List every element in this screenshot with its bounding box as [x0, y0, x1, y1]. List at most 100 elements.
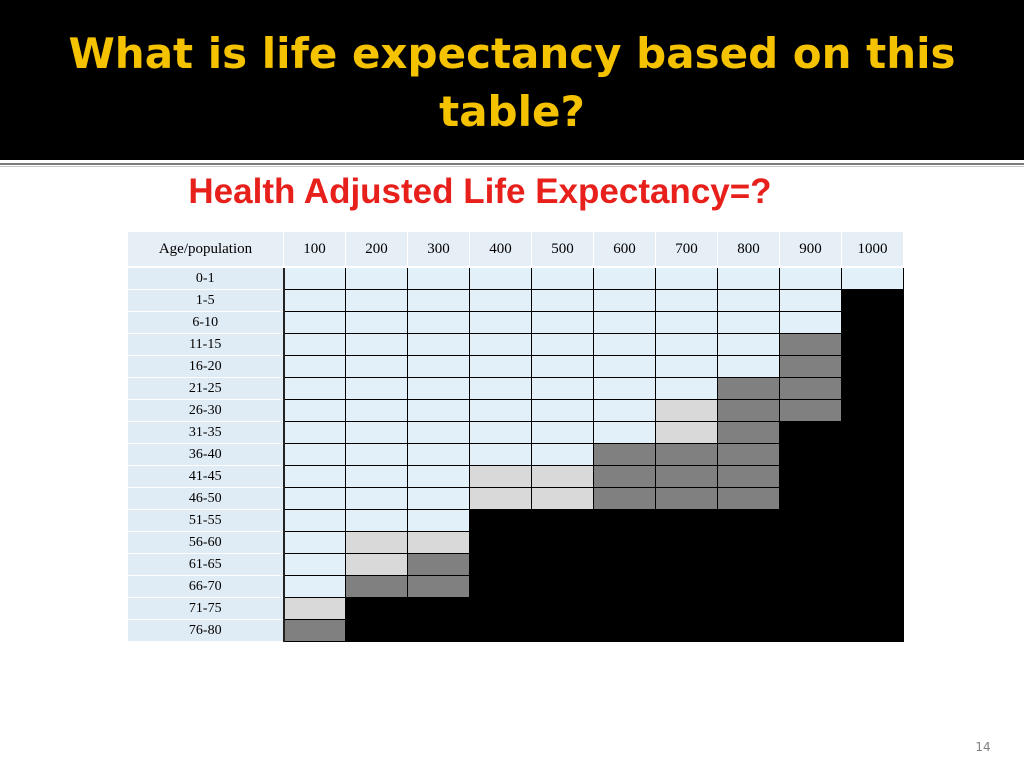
black-cell — [345, 619, 408, 642]
table-row: 6-10 — [128, 311, 904, 334]
black-cell — [841, 619, 904, 642]
healthy-cell — [407, 421, 470, 444]
healthy-cell — [593, 289, 656, 312]
black-cell — [841, 509, 904, 532]
table-row: 26-30 — [128, 399, 904, 422]
black-cell — [531, 509, 594, 532]
population-header: 700 — [655, 232, 718, 268]
black-cell — [841, 531, 904, 554]
corner-header: Age/population — [128, 232, 284, 268]
black-cell — [593, 553, 656, 576]
page-number: 14 — [975, 740, 991, 754]
healthy-cell — [345, 311, 408, 334]
healthy-cell — [345, 509, 408, 532]
healthy-cell — [283, 333, 346, 356]
healthy-cell — [717, 355, 780, 378]
dark-gray-cell — [283, 619, 346, 642]
black-cell — [841, 597, 904, 620]
black-cell — [469, 509, 532, 532]
black-cell — [593, 619, 656, 642]
healthy-cell — [283, 266, 346, 290]
healthy-cell — [593, 333, 656, 356]
light-gray-cell — [531, 465, 594, 488]
healthy-cell — [345, 399, 408, 422]
black-cell — [655, 509, 718, 532]
black-cell — [779, 553, 842, 576]
healthy-cell — [407, 377, 470, 400]
table-row: 76-80 — [128, 619, 904, 642]
healthy-cell — [469, 289, 532, 312]
healthy-cell — [469, 377, 532, 400]
dark-gray-cell — [407, 553, 470, 576]
slide-title: What is life expectancy based on this ta… — [68, 29, 956, 136]
age-group-label: 31-35 — [128, 421, 285, 444]
healthy-cell — [407, 311, 470, 334]
age-group-label: 6-10 — [128, 311, 285, 334]
healthy-cell — [407, 487, 470, 510]
black-cell — [531, 531, 594, 554]
dark-gray-cell — [655, 487, 718, 510]
healthy-cell — [531, 289, 594, 312]
population-header: 100 — [283, 232, 346, 268]
black-cell — [841, 553, 904, 576]
age-group-label: 66-70 — [128, 575, 285, 598]
healthy-cell — [469, 421, 532, 444]
black-cell — [531, 575, 594, 598]
table-row: 36-40 — [128, 443, 904, 466]
healthy-cell — [593, 377, 656, 400]
healthy-cell — [593, 266, 656, 290]
black-cell — [593, 531, 656, 554]
age-group-label: 36-40 — [128, 443, 285, 466]
dark-gray-cell — [779, 377, 842, 400]
healthy-cell — [283, 377, 346, 400]
life-expectancy-table: Age/population 100 200 300 400 500 600 700 800 9… — [128, 232, 904, 642]
population-header: 800 — [717, 232, 780, 268]
healthy-cell — [717, 289, 780, 312]
age-group-label: 16-20 — [128, 355, 285, 378]
age-group-label: 11-15 — [128, 333, 285, 356]
dark-gray-cell — [717, 443, 780, 466]
healthy-cell — [407, 289, 470, 312]
table-body: 0-1 1-5 6-10 11-15 16-20 21-25 26-30 31-35 36-40… — [128, 266, 904, 642]
table-row: 56-60 — [128, 531, 904, 554]
healthy-cell — [717, 266, 780, 290]
dark-gray-cell — [779, 355, 842, 378]
black-cell — [469, 619, 532, 642]
healthy-cell — [717, 311, 780, 334]
light-gray-cell — [283, 597, 346, 620]
table-row: 0-1 — [128, 266, 904, 290]
healthy-cell — [283, 289, 346, 312]
black-cell — [841, 421, 904, 444]
black-cell — [407, 619, 470, 642]
black-cell — [779, 597, 842, 620]
healthy-cell — [283, 311, 346, 334]
slide-subtitle: Health Adjusted Life Expectancy=? — [188, 172, 772, 211]
table-row: 21-25 — [128, 377, 904, 400]
healthy-cell — [531, 377, 594, 400]
dark-gray-cell — [407, 575, 470, 598]
table-row: 46-50 — [128, 487, 904, 510]
healthy-cell — [283, 465, 346, 488]
healthy-cell — [655, 377, 718, 400]
healthy-cell — [407, 509, 470, 532]
black-cell — [841, 575, 904, 598]
healthy-cell — [717, 333, 780, 356]
table-row: 41-45 — [128, 465, 904, 488]
healthy-cell — [345, 465, 408, 488]
black-cell — [469, 531, 532, 554]
dark-gray-cell — [717, 377, 780, 400]
age-group-label: 46-50 — [128, 487, 285, 510]
population-header: 500 — [531, 232, 594, 268]
population-header: 900 — [779, 232, 842, 268]
black-cell — [841, 377, 904, 400]
header-row: Age/population 100 200 300 400 500 600 700 800 9… — [128, 232, 904, 268]
age-group-label: 71-75 — [128, 597, 285, 620]
table-row: 16-20 — [128, 355, 904, 378]
age-group-label: 76-80 — [128, 619, 285, 642]
table-row: 61-65 — [128, 553, 904, 576]
black-cell — [841, 333, 904, 356]
black-cell — [779, 531, 842, 554]
black-cell — [531, 619, 594, 642]
healthy-cell — [593, 311, 656, 334]
light-gray-cell — [655, 399, 718, 422]
